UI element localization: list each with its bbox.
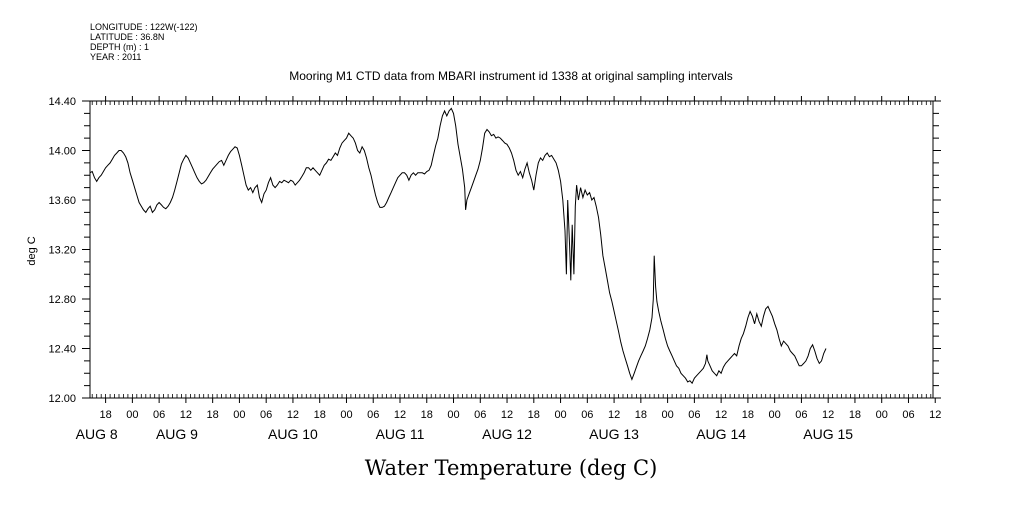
x-tick-label: 00	[126, 409, 138, 421]
x-tick-label: 18	[849, 409, 861, 421]
x-tick-label: 18	[99, 409, 111, 421]
axis-ticks-group	[82, 96, 941, 403]
x-tick-label: 12	[180, 409, 192, 421]
y-tick-label: 14.00	[48, 146, 76, 158]
series-group	[89, 107, 827, 385]
x-day-label: AUG 9	[156, 426, 198, 442]
x-tick-label: 00	[340, 409, 352, 421]
x-tick-label: 06	[581, 409, 593, 421]
x-tick-label: 06	[474, 409, 486, 421]
x-tick-label: 06	[260, 409, 272, 421]
x-axis-label: Water Temperature (deg C)	[365, 456, 658, 480]
x-tick-label: 00	[447, 409, 459, 421]
x-tick-label: 00	[876, 409, 888, 421]
x-minor-ticks	[91, 101, 932, 398]
y-tick-label: 14.40	[48, 96, 76, 108]
x-tick-label: 18	[635, 409, 647, 421]
x-day-label: AUG 11	[376, 426, 425, 442]
y-tick-label: 12.80	[48, 294, 76, 306]
x-tick-label: 12	[608, 409, 620, 421]
x-tick-label: 06	[902, 409, 914, 421]
x-tick-label: 18	[207, 409, 219, 421]
x-day-label: AUG 8	[76, 426, 118, 442]
x-tick-label: 00	[233, 409, 245, 421]
header-info-block: LONGITUDE : 122W(-122) LATITUDE : 36.8N …	[90, 22, 198, 62]
x-tick-label: 06	[153, 409, 165, 421]
header-info-line: LATITUDE : 36.8N	[90, 32, 164, 42]
header-info-line: DEPTH (m) : 1	[90, 42, 149, 52]
y-tick-label: 12.00	[48, 393, 76, 405]
x-tick-label: 12	[929, 409, 941, 421]
header-info-line: YEAR : 2011	[90, 52, 141, 62]
x-tick-label: 18	[421, 409, 433, 421]
x-tick-label: 12	[287, 409, 299, 421]
tick-labels-group: 18 00 06 12 18 00 06 12 18 00 06 12 18 00 06 12 18 00 06 12…	[48, 96, 941, 442]
x-day-label: AUG 12	[482, 426, 532, 442]
x-tick-label: 06	[688, 409, 700, 421]
x-tick-label: 18	[314, 409, 326, 421]
x-day-label: AUG 13	[589, 426, 639, 442]
x-day-label: AUG 10	[268, 426, 318, 442]
x-tick-label: 06	[367, 409, 379, 421]
x-tick-label: 00	[769, 409, 781, 421]
plot-frame-group	[89, 100, 934, 399]
chart-title: Mooring M1 CTD data from MBARI instrumen…	[289, 69, 733, 83]
series-line-water-temperature	[89, 107, 827, 385]
y-tick-label: 12.40	[48, 344, 76, 356]
y-tick-label: 13.20	[48, 245, 76, 257]
x-tick-label: 18	[742, 409, 754, 421]
x-tick-label: 18	[528, 409, 540, 421]
x-tick-label: 00	[661, 409, 673, 421]
x-tick-label: 12	[822, 409, 834, 421]
x-day-label: AUG 14	[696, 426, 746, 442]
header-info-line: LONGITUDE : 122W(-122)	[90, 22, 198, 32]
y-tick-label: 13.60	[48, 195, 76, 207]
y-axis-label: deg C	[26, 236, 38, 265]
x-tick-label: 12	[715, 409, 727, 421]
plot-frame	[89, 100, 934, 399]
x-tick-label: 12	[394, 409, 406, 421]
x-tick-label: 00	[554, 409, 566, 421]
x-tick-label: 12	[501, 409, 513, 421]
x-tick-label: 06	[795, 409, 807, 421]
x-day-label: AUG 15	[803, 426, 853, 442]
